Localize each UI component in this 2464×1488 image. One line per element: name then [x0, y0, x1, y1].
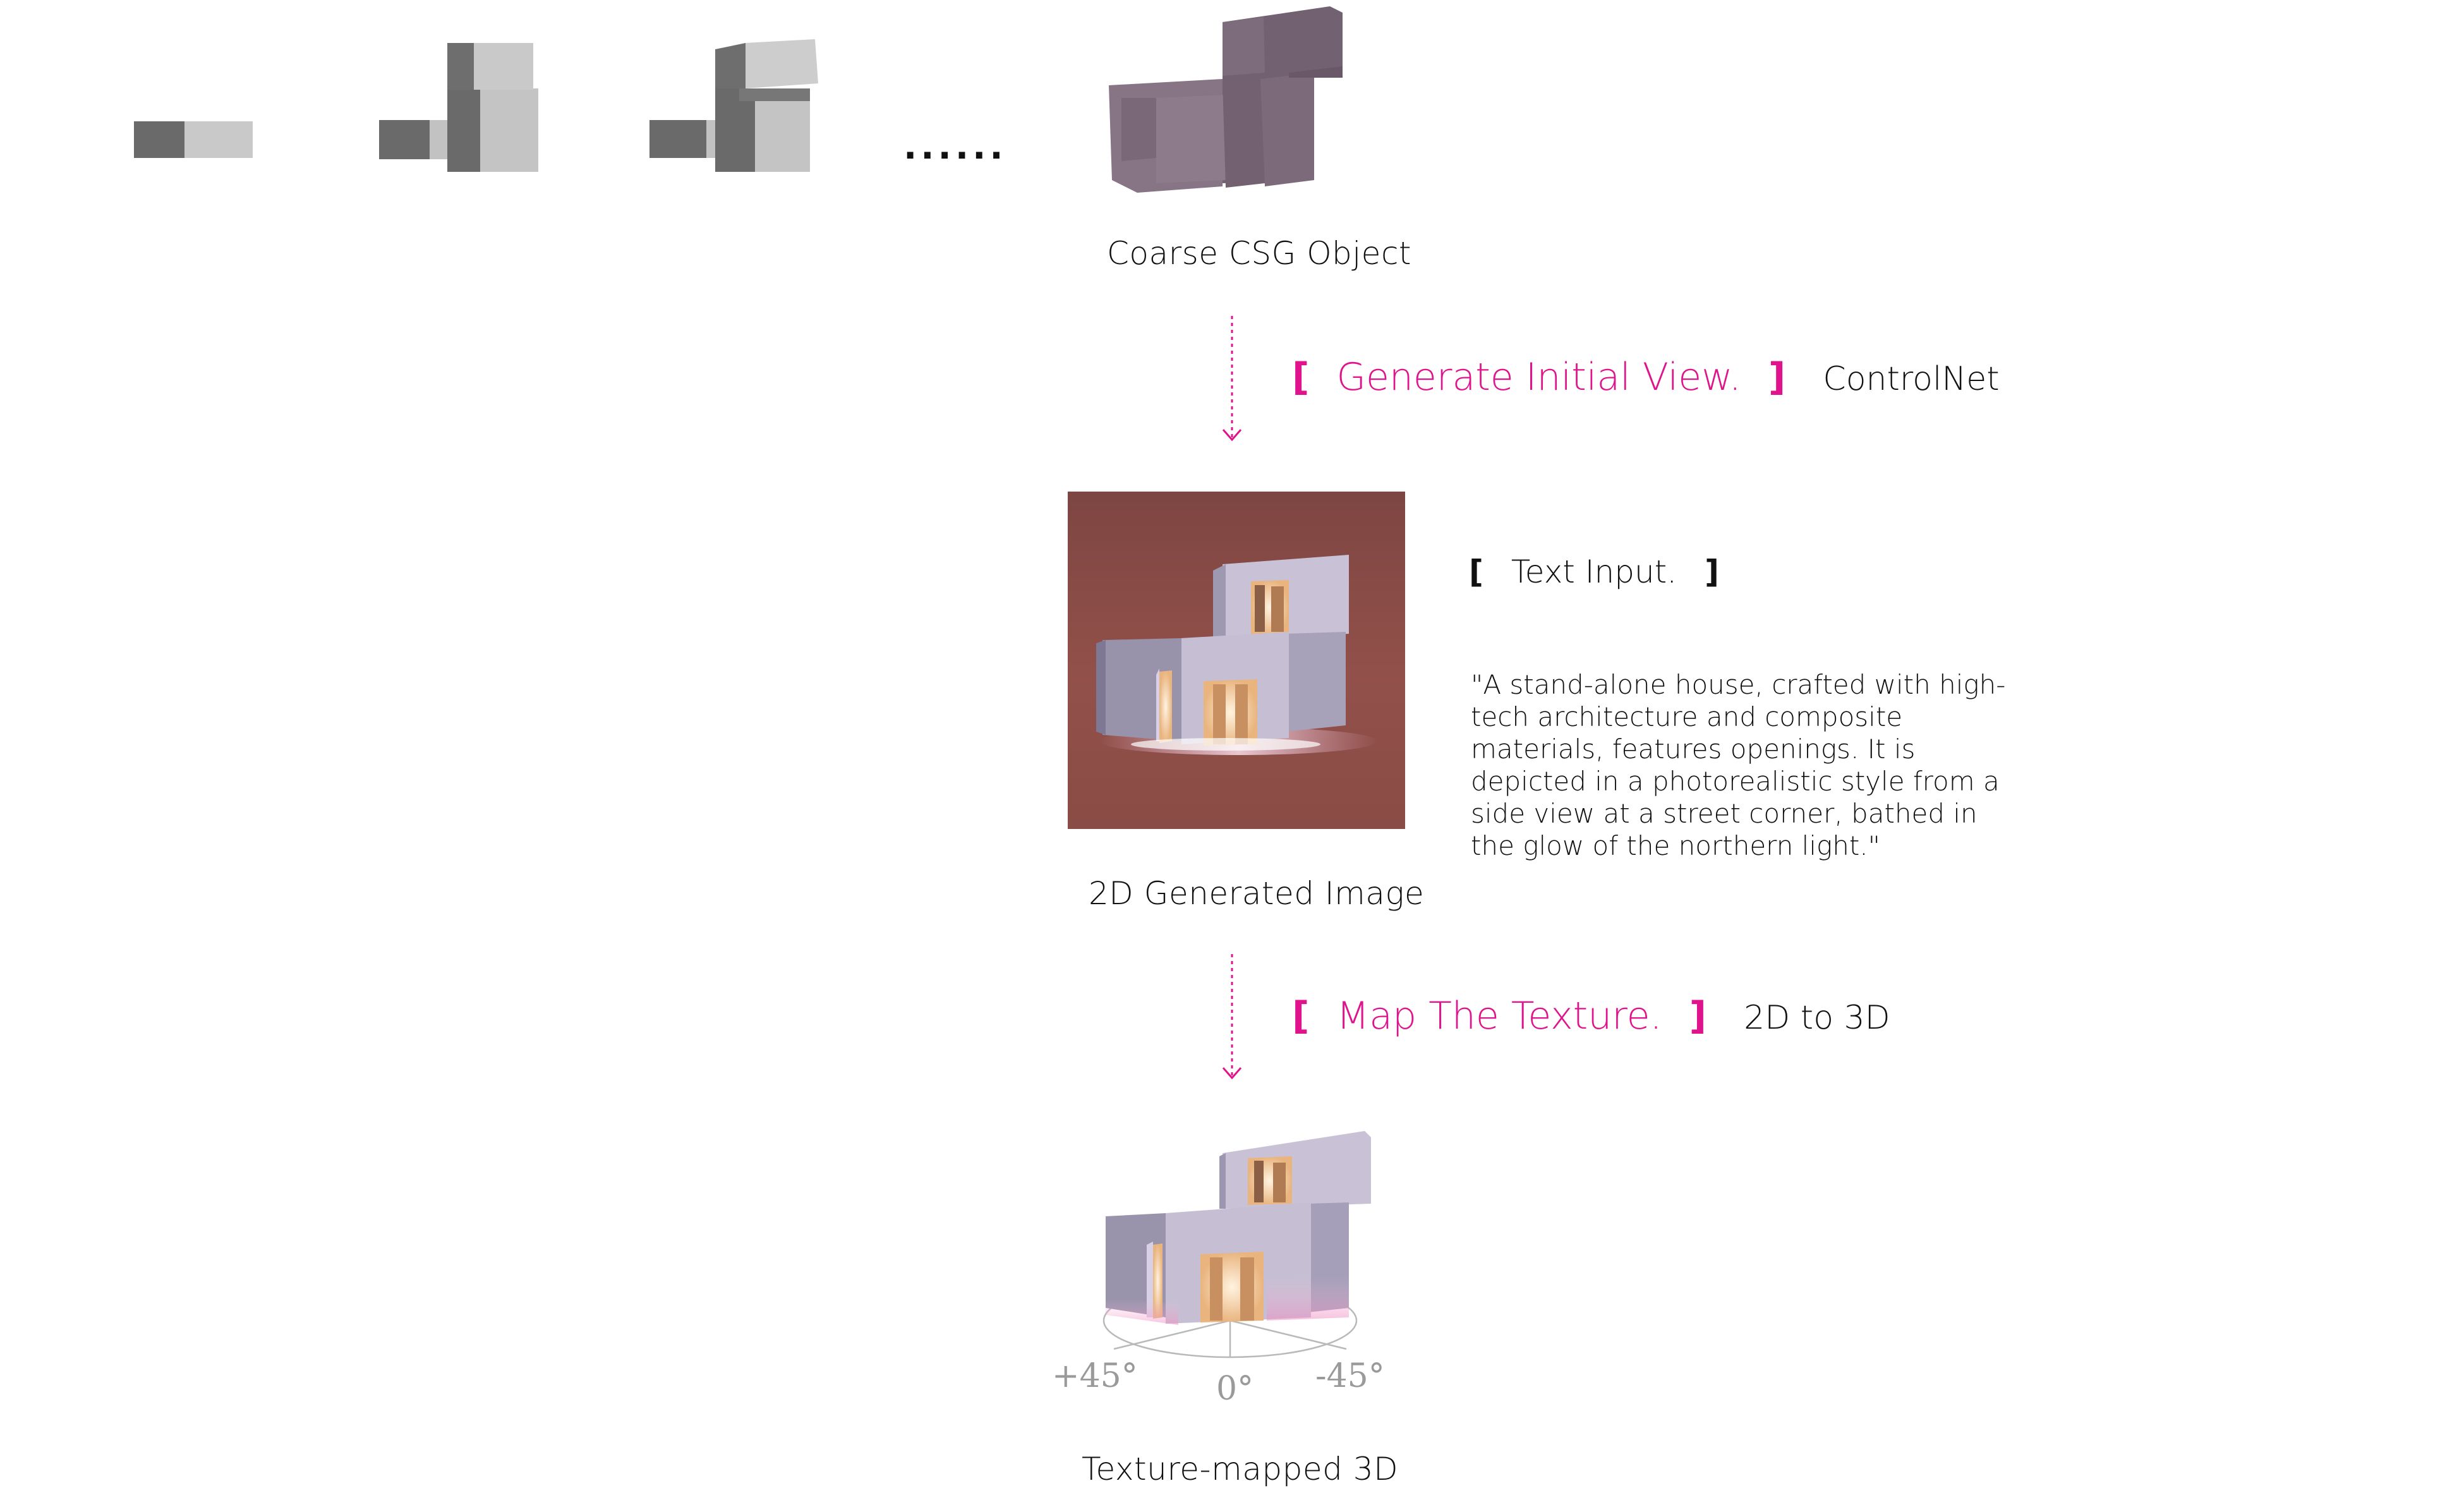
angle-right-label: -45° — [1315, 1357, 1385, 1395]
dotted-arrow-2 — [1222, 954, 1242, 1080]
text-prompt: "A stand-alone house, crafted with high-… — [1471, 669, 2006, 861]
csg-stage-3 — [649, 39, 818, 172]
generated-image — [1068, 492, 1405, 829]
angle-left-label: +45° — [1052, 1357, 1138, 1395]
generated-image-caption: 2D Generated Image — [1089, 875, 1425, 912]
step-tool: ControlNet — [1823, 360, 2000, 398]
step-generate-initial-view: [ Generate Initial View. ] ControlNet — [1292, 355, 2000, 401]
coarse-csg-object — [1109, 6, 1343, 193]
texture-mapped-caption: Texture-mapped 3D — [1082, 1451, 1399, 1487]
texture-mapped-object — [1102, 1131, 1371, 1358]
text-input-heading: [ Text Input. ] — [1469, 550, 1719, 594]
step-label: Map The Texture. — [1336, 994, 1662, 1038]
ellipsis: ...... — [903, 126, 1007, 167]
csg-stage-1 — [134, 121, 253, 158]
text-input-label: Text Input. — [1511, 553, 1677, 590]
csg-stage-2 — [379, 43, 538, 172]
bracket-open: [ — [1292, 355, 1310, 399]
bracket-close: ] — [1768, 355, 1786, 399]
bracket-close: ] — [1689, 994, 1707, 1038]
bracket-open: [ — [1292, 994, 1310, 1038]
angle-center-label: 0° — [1216, 1370, 1254, 1408]
bracket-open: [ — [1469, 553, 1483, 590]
bracket-close: ] — [1705, 553, 1719, 590]
coarse-csg-caption: Coarse CSG Object — [1107, 235, 1412, 272]
step-map-texture: [ Map The Texture. ] 2D to 3D — [1292, 994, 1890, 1040]
step-tool: 2D to 3D — [1744, 999, 1890, 1037]
dotted-arrow-1 — [1222, 316, 1242, 442]
step-label: Generate Initial View. — [1336, 355, 1741, 399]
